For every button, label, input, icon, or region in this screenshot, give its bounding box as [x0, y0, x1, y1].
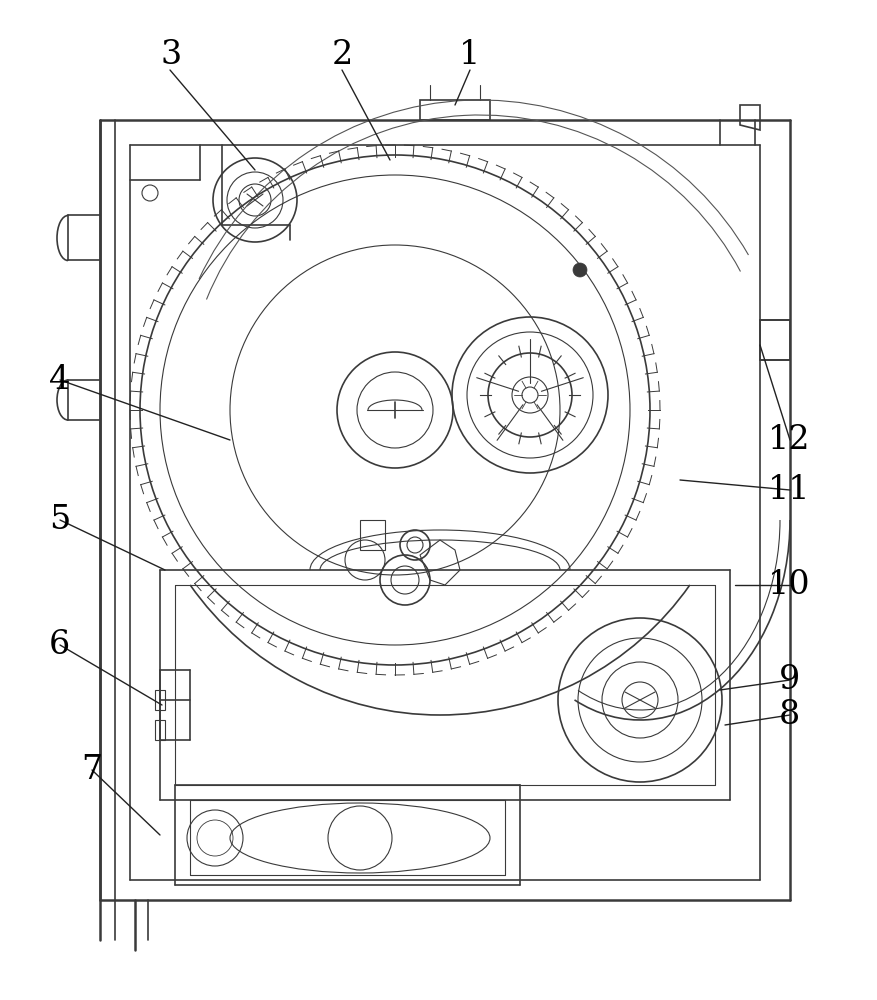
- Text: 7: 7: [82, 754, 103, 786]
- Text: 10: 10: [768, 569, 810, 601]
- Circle shape: [573, 263, 587, 277]
- Text: 8: 8: [779, 699, 800, 731]
- Text: 9: 9: [779, 664, 800, 696]
- Text: 1: 1: [459, 39, 480, 71]
- Text: 4: 4: [49, 364, 70, 396]
- Text: 5: 5: [49, 504, 70, 536]
- Text: 11: 11: [768, 474, 810, 506]
- Text: 3: 3: [160, 39, 182, 71]
- Text: 6: 6: [49, 629, 70, 661]
- Text: 2: 2: [332, 39, 353, 71]
- Text: 12: 12: [768, 424, 810, 456]
